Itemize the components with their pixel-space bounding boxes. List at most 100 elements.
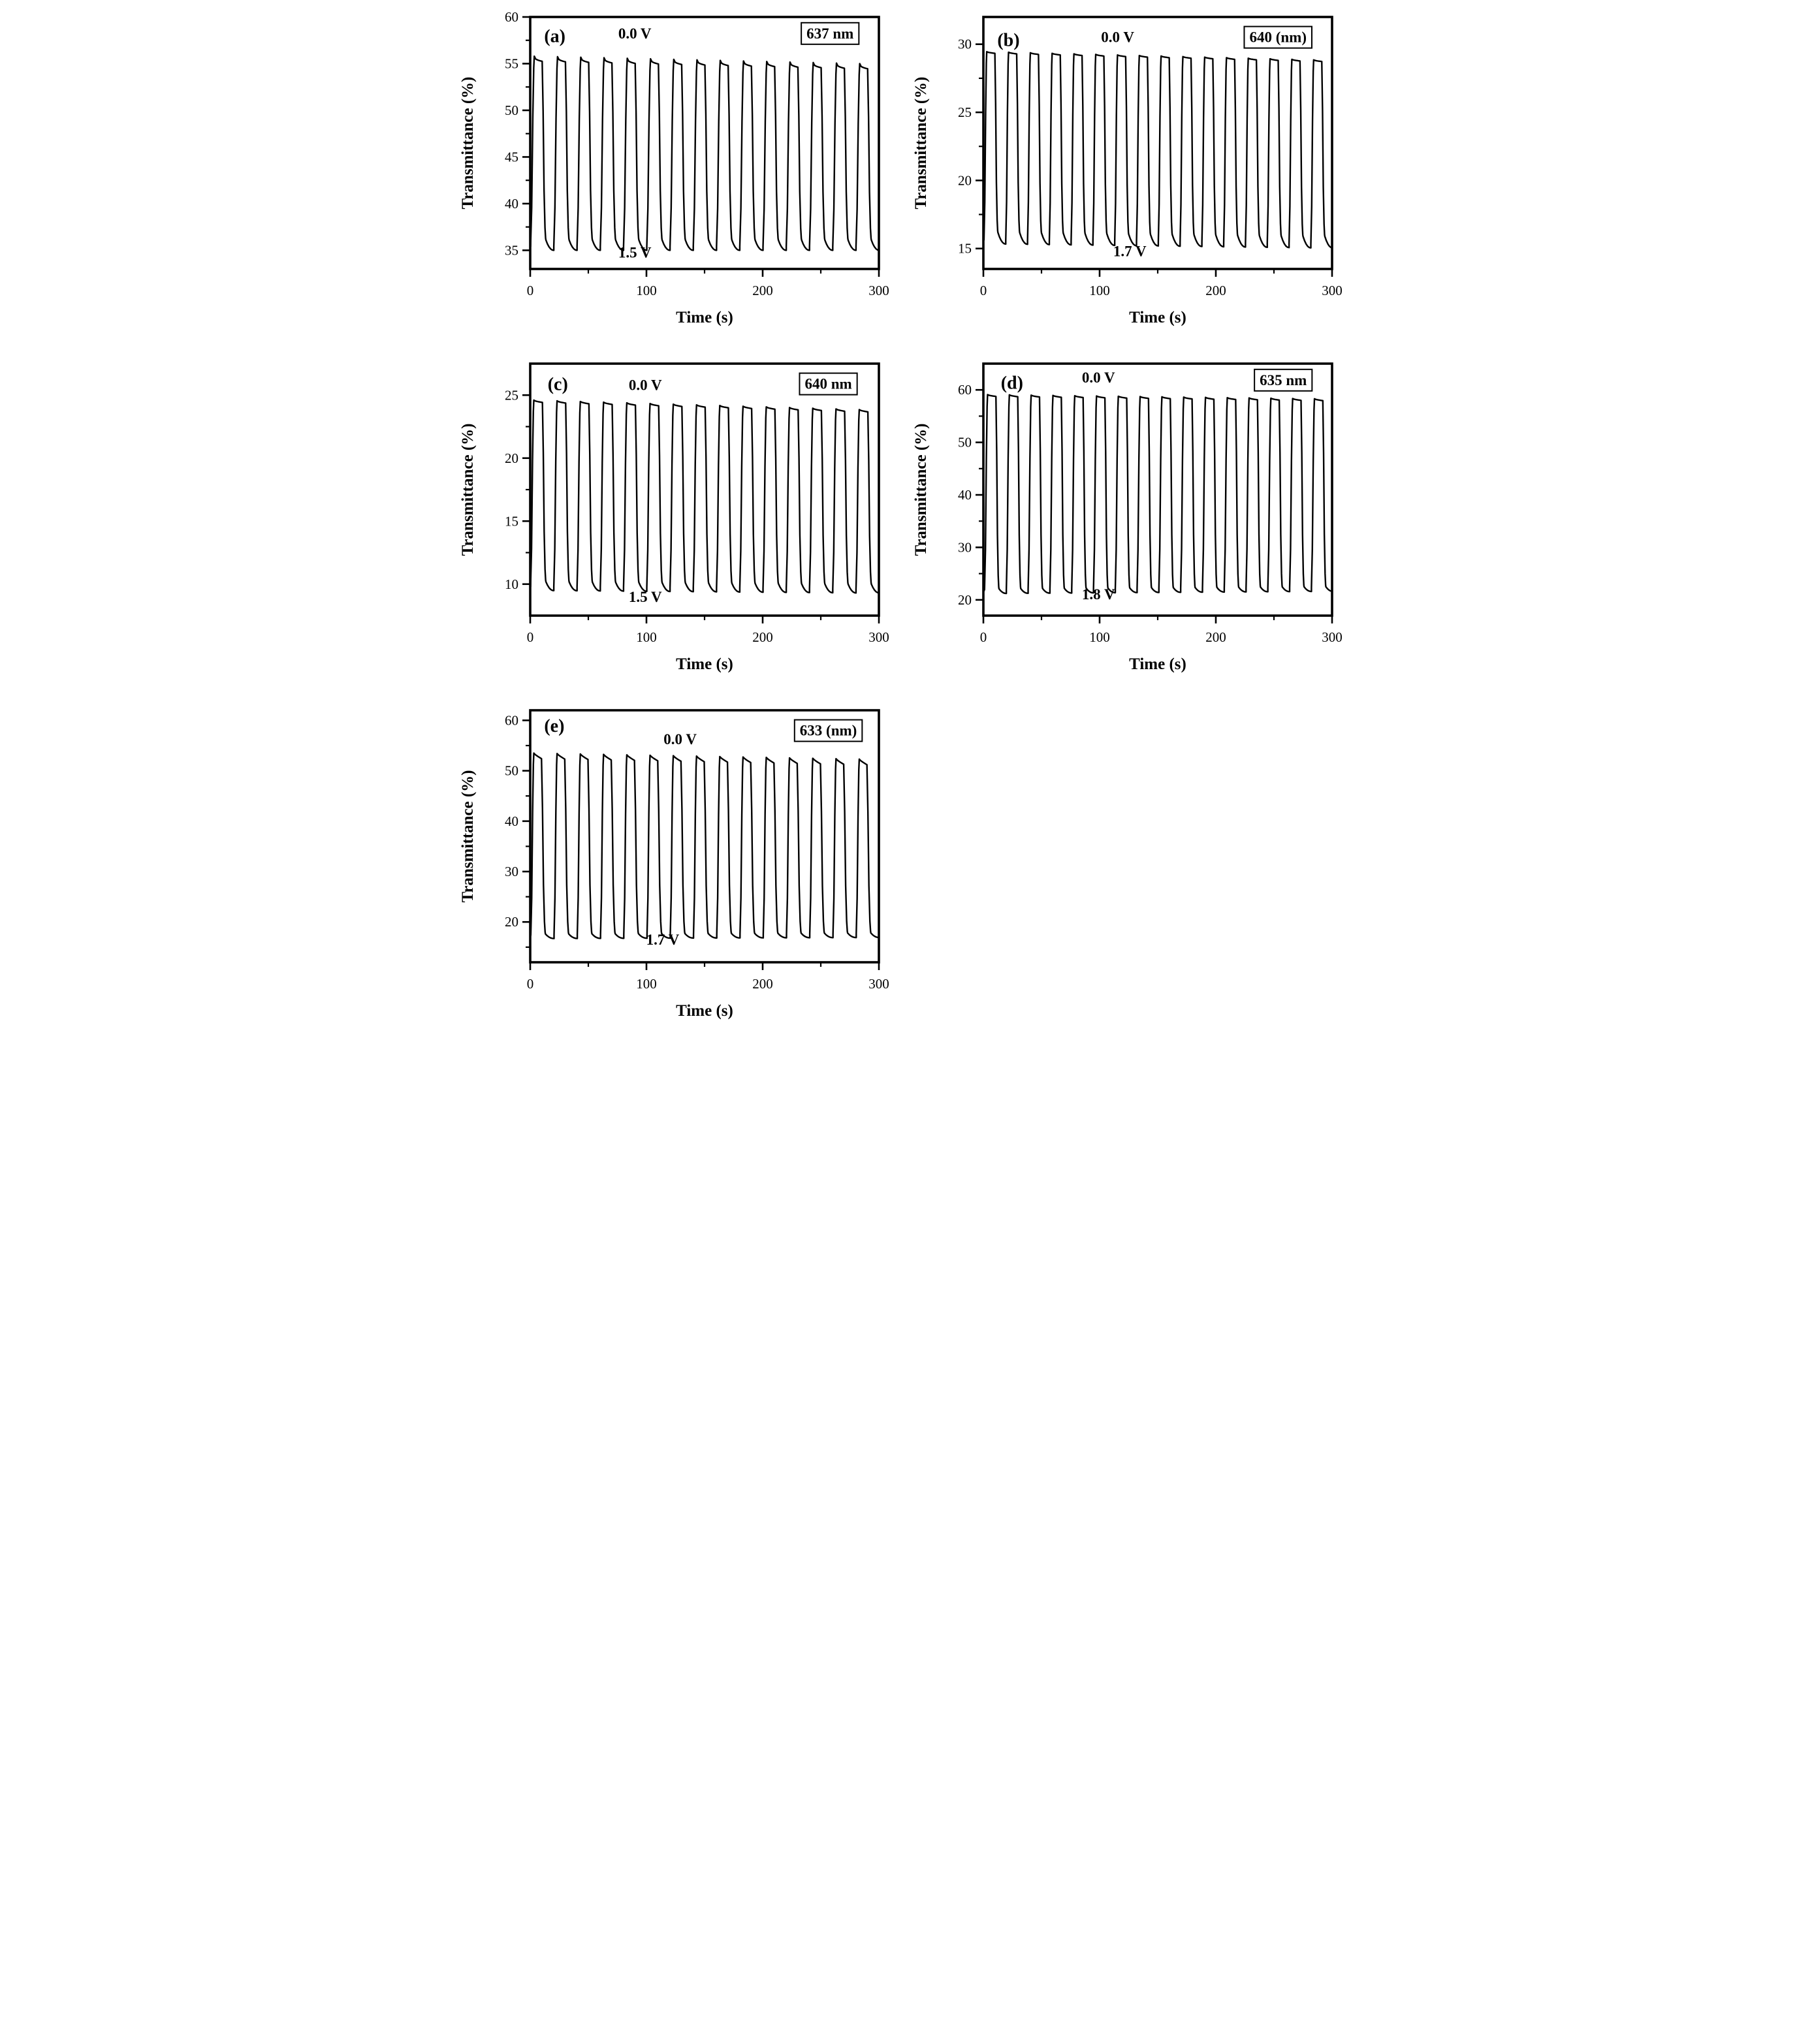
x-tick-label: 100 bbox=[1089, 629, 1110, 645]
x-tick-label: 300 bbox=[868, 629, 889, 645]
x-tick-label: 0 bbox=[526, 976, 533, 992]
axes-frame bbox=[528, 16, 880, 270]
voltage-top-label: 0.0 V bbox=[663, 731, 697, 747]
x-tick-label: 300 bbox=[1322, 283, 1343, 298]
x-axis-title: Time (s) bbox=[1129, 655, 1186, 673]
plot-(c): 0 100 200 300 10 15 20 25 Time (s) Transmittance … bbox=[459, 362, 889, 673]
transmittance-curve bbox=[529, 752, 878, 939]
transmittance-curve bbox=[529, 55, 878, 251]
panel-letter: (b) bbox=[997, 30, 1019, 50]
x-tick-label: 100 bbox=[636, 283, 657, 298]
transmittance-curve bbox=[529, 399, 878, 594]
y-tick-label: 15 bbox=[505, 513, 518, 529]
wavelength-legend-label: 640 nm bbox=[804, 376, 851, 392]
x-tick-label: 200 bbox=[1205, 629, 1226, 645]
panel-d-plot: 0 100 200 300 20 30 40 50 60 Time (s) Transmittanc… bbox=[912, 362, 1343, 673]
y-tick-label: 35 bbox=[505, 242, 518, 258]
wavelength-legend-label: 640 (nm) bbox=[1249, 29, 1307, 46]
x-tick-label: 200 bbox=[1205, 283, 1226, 298]
axes-frame bbox=[528, 709, 880, 964]
wavelength-legend-box bbox=[800, 22, 859, 45]
plot-(a): 0 100 200 300 35 40 45 50 55 60 Time (s) Transmitta… bbox=[459, 9, 889, 326]
axes-frame bbox=[528, 362, 880, 617]
y-axis-title: Transmittance (%) bbox=[459, 424, 477, 556]
y-axis-title: Transmittance (%) bbox=[459, 77, 477, 210]
x-tick-label: 100 bbox=[1089, 283, 1110, 298]
x-tick-label: 300 bbox=[1322, 629, 1343, 645]
voltage-bottom-label: 1.5 V bbox=[628, 589, 661, 605]
plot-(b): 0 100 200 300 15 20 25 30 Time (s) Transmittance … bbox=[912, 16, 1343, 326]
y-tick-label: 50 bbox=[505, 102, 518, 118]
figure-page: 0 100 200 300 35 40 45 50 55 60 Time (s) Transmitta… bbox=[453, 0, 1359, 1049]
x-axis-title: Time (s) bbox=[676, 309, 733, 326]
y-tick-label: 10 bbox=[505, 576, 518, 592]
x-tick-label: 0 bbox=[526, 283, 533, 298]
plot-(d): 0 100 200 300 20 30 40 50 60 Time (s) Transmittanc… bbox=[912, 362, 1343, 673]
panel-letter: (e) bbox=[544, 716, 564, 736]
y-axis-title: Transmittance (%) bbox=[459, 770, 477, 903]
y-tick-label: 60 bbox=[505, 9, 518, 25]
x-tick-label: 200 bbox=[752, 629, 773, 645]
panel-letter: (c) bbox=[547, 375, 567, 395]
transmittance-curve bbox=[982, 394, 1333, 595]
x-tick-label: 200 bbox=[752, 976, 773, 992]
x-axis-title: Time (s) bbox=[676, 655, 733, 673]
y-tick-label: 20 bbox=[505, 450, 518, 466]
panel-b-plot: 0 100 200 300 15 20 25 30 Time (s) Transmittance … bbox=[912, 16, 1343, 326]
x-tick-label: 100 bbox=[636, 976, 657, 992]
y-tick-label: 40 bbox=[505, 813, 518, 829]
voltage-top-label: 0.0 V bbox=[628, 377, 661, 394]
wavelength-legend-label: 635 nm bbox=[1260, 372, 1307, 388]
y-tick-label: 40 bbox=[958, 487, 972, 503]
y-tick-label: 25 bbox=[958, 104, 972, 120]
panel-a-plot: 0 100 200 300 35 40 45 50 55 60 Time (s) Transmitta… bbox=[459, 9, 889, 326]
y-tick-label: 45 bbox=[505, 149, 518, 165]
voltage-bottom-label: 1.5 V bbox=[618, 245, 651, 261]
x-tick-label: 0 bbox=[979, 629, 987, 645]
wavelength-legend-box bbox=[798, 372, 858, 396]
y-tick-label: 15 bbox=[958, 241, 972, 257]
wavelength-legend-label: 633 (nm) bbox=[799, 723, 857, 739]
y-tick-label: 20 bbox=[505, 914, 518, 930]
panel-d: 0 100 200 300 20 30 40 50 60 Time (s) Transmittanc… bbox=[906, 353, 1359, 683]
panel-b: 0 100 200 300 15 20 25 30 Time (s) Transmittance … bbox=[906, 7, 1359, 336]
y-tick-label: 30 bbox=[958, 539, 972, 555]
y-tick-label: 25 bbox=[505, 387, 518, 403]
y-tick-label: 20 bbox=[958, 172, 972, 188]
voltage-top-label: 0.0 V bbox=[1101, 29, 1134, 46]
x-tick-label: 200 bbox=[752, 283, 773, 298]
empty-grid-cell bbox=[906, 700, 1359, 1030]
x-axis-title: Time (s) bbox=[676, 1002, 733, 1020]
x-axis-title: Time (s) bbox=[1129, 309, 1186, 326]
panels-grid: 0 100 200 300 35 40 45 50 55 60 Time (s) Transmitta… bbox=[453, 7, 1359, 1030]
y-tick-label: 55 bbox=[505, 55, 518, 71]
y-axis-title: Transmittance (%) bbox=[912, 424, 930, 556]
y-tick-label: 30 bbox=[505, 864, 518, 879]
x-tick-label: 300 bbox=[868, 976, 889, 992]
y-tick-label: 30 bbox=[958, 37, 972, 52]
voltage-bottom-label: 1.8 V bbox=[1081, 586, 1115, 603]
panel-letter: (a) bbox=[544, 27, 565, 47]
x-tick-label: 100 bbox=[636, 629, 657, 645]
y-axis-title: Transmittance (%) bbox=[912, 77, 930, 210]
y-tick-label: 60 bbox=[505, 712, 518, 728]
wavelength-legend-box bbox=[793, 719, 863, 742]
voltage-bottom-label: 1.7 V bbox=[646, 932, 679, 948]
voltage-top-label: 0.0 V bbox=[1081, 369, 1115, 386]
wavelength-legend-box bbox=[1243, 25, 1312, 49]
voltage-bottom-label: 1.7 V bbox=[1113, 244, 1146, 260]
x-tick-label: 300 bbox=[868, 283, 889, 298]
transmittance-curve bbox=[982, 51, 1332, 249]
x-tick-label: 0 bbox=[979, 283, 987, 298]
panel-c-plot: 0 100 200 300 10 15 20 25 Time (s) Transmittance … bbox=[459, 362, 889, 673]
wavelength-legend-label: 637 nm bbox=[806, 25, 853, 42]
panel-a: 0 100 200 300 35 40 45 50 55 60 Time (s) Transmitta… bbox=[453, 7, 906, 336]
plot-(e): 0 100 200 300 20 30 40 50 60 Time (s) Transmittanc… bbox=[459, 709, 889, 1020]
x-tick-label: 0 bbox=[526, 629, 533, 645]
y-tick-label: 50 bbox=[505, 763, 518, 779]
panel-c: 0 100 200 300 10 15 20 25 Time (s) Transmittance … bbox=[453, 353, 906, 683]
voltage-top-label: 0.0 V bbox=[618, 25, 651, 42]
y-tick-label: 20 bbox=[958, 592, 972, 608]
panel-e: 0 100 200 300 20 30 40 50 60 Time (s) Transmittanc… bbox=[453, 700, 906, 1030]
wavelength-legend-box bbox=[1253, 368, 1312, 392]
